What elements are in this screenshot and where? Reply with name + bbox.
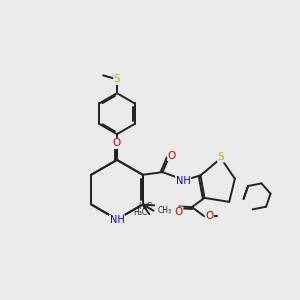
Text: S: S	[114, 74, 120, 84]
Text: H₃C: H₃C	[138, 202, 152, 211]
Text: CH₃: CH₃	[158, 206, 172, 215]
Text: O: O	[168, 151, 176, 160]
Text: O: O	[205, 211, 214, 221]
Text: NH: NH	[110, 215, 124, 225]
Text: O: O	[175, 207, 183, 217]
Text: O: O	[113, 138, 121, 148]
Text: NH: NH	[176, 176, 190, 186]
Text: S: S	[218, 152, 224, 162]
Text: H₃C: H₃C	[133, 208, 147, 217]
